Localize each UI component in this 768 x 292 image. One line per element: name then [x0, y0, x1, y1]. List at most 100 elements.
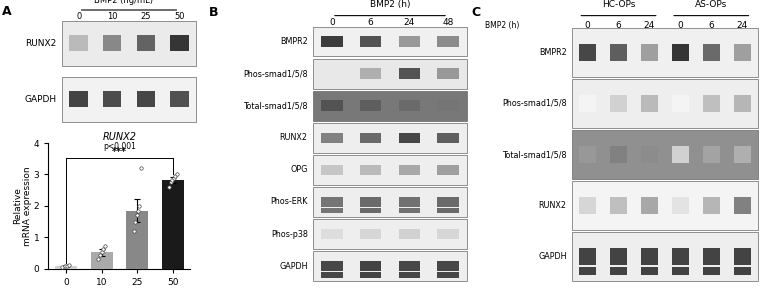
Text: BMP2 (h): BMP2 (h) [369, 0, 410, 9]
Text: 24: 24 [737, 21, 748, 30]
Text: 0: 0 [329, 18, 335, 27]
Bar [360, 272, 381, 278]
Point [164, 180, 177, 185]
Bar [641, 197, 658, 214]
Bar [672, 146, 689, 163]
Text: BMPR2: BMPR2 [539, 48, 567, 57]
Text: C: C [472, 6, 481, 19]
Bar [313, 219, 468, 249]
Bar [672, 267, 689, 275]
Point [92, 256, 104, 261]
Bar [360, 133, 381, 143]
Text: 48: 48 [442, 18, 454, 27]
Bar [579, 267, 596, 275]
Bar [672, 197, 689, 214]
Bar [69, 91, 88, 107]
Text: GAPDH: GAPDH [25, 95, 57, 104]
Bar [703, 95, 720, 112]
Point [170, 172, 183, 177]
Bar [703, 146, 720, 163]
Bar [579, 44, 596, 61]
Text: BMPR2: BMPR2 [280, 37, 308, 46]
Bar [399, 261, 420, 271]
Bar [62, 21, 196, 66]
Bar [641, 44, 658, 61]
Bar [313, 251, 468, 281]
Text: Total-smad1/5/8: Total-smad1/5/8 [502, 150, 567, 159]
Bar [610, 248, 627, 265]
Text: Phos-p38: Phos-p38 [271, 230, 308, 239]
Point [166, 178, 178, 182]
Bar [438, 165, 458, 175]
Y-axis label: Relative
mRNA expression: Relative mRNA expression [13, 166, 32, 246]
Text: 0: 0 [677, 21, 684, 30]
Point [169, 174, 181, 178]
Text: p<0.001: p<0.001 [103, 142, 136, 151]
Bar [399, 36, 420, 47]
Point [94, 253, 106, 258]
Bar [733, 197, 750, 214]
Bar [733, 248, 750, 265]
Text: HC-OPs: HC-OPs [602, 0, 635, 9]
Title: RUNX2: RUNX2 [102, 132, 137, 142]
Bar [572, 28, 757, 77]
Bar [399, 208, 420, 213]
Bar [321, 165, 343, 175]
Text: 25: 25 [141, 12, 151, 21]
Bar [399, 133, 420, 143]
Bar [360, 100, 381, 111]
Text: OPG: OPG [290, 165, 308, 174]
Bar [641, 95, 658, 112]
Bar [69, 35, 88, 51]
Text: Phos-ERK: Phos-ERK [270, 197, 308, 206]
Bar [438, 68, 458, 79]
Text: AS-OPs: AS-OPs [695, 0, 727, 9]
Bar [733, 146, 750, 163]
Bar [162, 180, 184, 269]
Bar [170, 35, 189, 51]
Text: A: A [2, 5, 12, 18]
Point [58, 264, 71, 269]
Bar [360, 208, 381, 213]
Bar [55, 266, 77, 269]
Bar [360, 261, 381, 271]
Bar [703, 248, 720, 265]
Point [134, 166, 147, 171]
Bar [438, 272, 458, 278]
Bar [360, 197, 381, 207]
Bar [703, 197, 720, 214]
Bar [399, 100, 420, 111]
Text: Total-smad1/5/8: Total-smad1/5/8 [243, 101, 308, 110]
Point [61, 263, 73, 268]
Text: 24: 24 [644, 21, 655, 30]
Bar [572, 79, 757, 128]
Bar [579, 197, 596, 214]
Bar [572, 232, 757, 281]
Bar [321, 133, 343, 143]
Bar [360, 68, 381, 79]
Bar [313, 155, 468, 185]
Bar [579, 248, 596, 265]
Point [63, 263, 75, 267]
Bar [641, 146, 658, 163]
Bar [438, 197, 458, 207]
Bar [321, 208, 343, 213]
Text: BMP2 (h): BMP2 (h) [485, 21, 519, 30]
Text: ***: *** [112, 147, 127, 157]
Text: RUNX2: RUNX2 [25, 39, 57, 48]
Bar [438, 208, 458, 213]
Text: B: B [210, 6, 219, 19]
Bar [610, 197, 627, 214]
Bar [733, 44, 750, 61]
Bar [733, 95, 750, 112]
Bar [572, 181, 757, 230]
Bar [438, 36, 458, 47]
Bar [313, 27, 468, 56]
Bar [137, 91, 155, 107]
Bar [170, 91, 189, 107]
Bar [610, 146, 627, 163]
Point [127, 229, 140, 233]
Text: 0: 0 [76, 12, 81, 21]
Text: 0: 0 [584, 21, 591, 30]
Bar [137, 35, 155, 51]
